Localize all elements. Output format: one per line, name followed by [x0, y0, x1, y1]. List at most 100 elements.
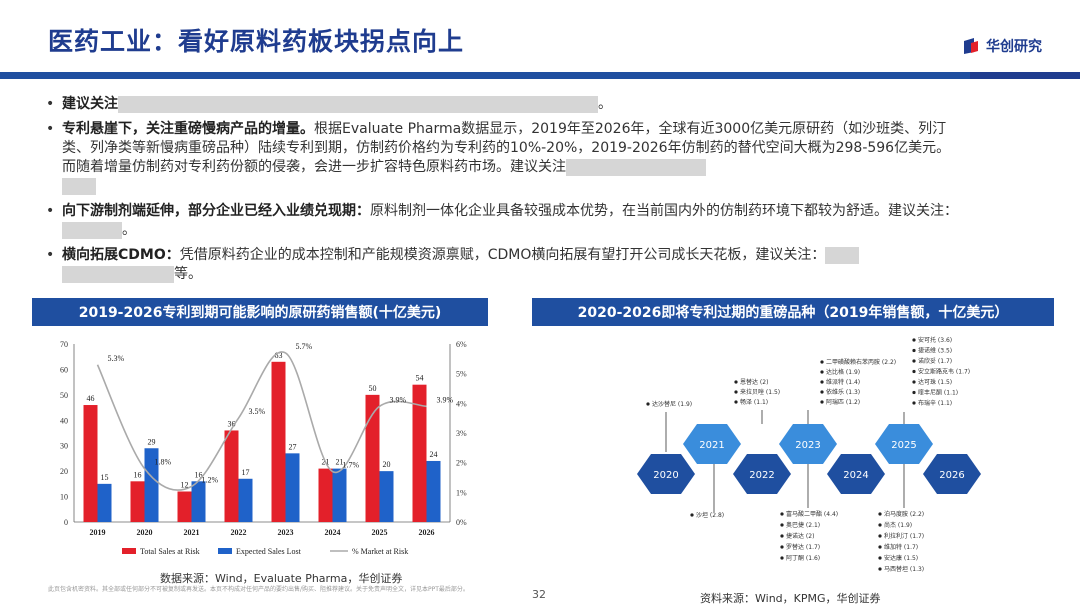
drug-2021: 畅泽 (1.1) [740, 398, 768, 406]
header-divider [0, 72, 1080, 79]
timeline-hex-top [875, 424, 933, 464]
left-source: 数据来源：Wind，Evaluate Pharma，华创证券 [160, 572, 403, 585]
bar-expected-lost [285, 453, 300, 522]
y2-tick-label: 5% [456, 370, 467, 379]
brand-logo: 华创研究 [962, 36, 1042, 56]
right-source: 资料来源：Wind，KPMG，华创证券 [700, 592, 881, 605]
bullet-dot [912, 401, 916, 405]
bullet-dot [912, 348, 916, 353]
legend-label-pct: % Market at Risk [352, 547, 408, 556]
bullet-dot [878, 567, 882, 571]
timeline-year: 2021 [699, 440, 724, 451]
timeline-hex-bottom [733, 454, 791, 494]
timeline-year: 2025 [891, 440, 916, 451]
redacted-block [62, 265, 174, 283]
redacted-block [566, 158, 706, 176]
left-panel-title: 2019-2026专利到期可能影响的原研药销售额(十亿美元) [32, 298, 488, 326]
bullet-dot [912, 369, 916, 374]
y2-tick-label: 1% [456, 488, 467, 497]
pct-label: 3.5% [249, 407, 266, 416]
y2-tick-label: 2% [456, 459, 467, 468]
redacted-block [825, 246, 860, 264]
bar-expected-lost [97, 483, 112, 522]
x-tick-label: 2024 [325, 528, 341, 537]
bullet-dot [820, 360, 824, 364]
y-tick-label: 40 [60, 416, 68, 425]
data-label-lost: 24 [430, 450, 438, 459]
bullet-dot [780, 556, 784, 560]
drug-2025: 安立斯路克韦 (1.7) [918, 368, 970, 376]
y-tick-label: 50 [60, 391, 68, 400]
bullet-dot [734, 400, 738, 404]
drug-2025: 达可珠 (1.5) [918, 378, 952, 386]
bar-total-sales [365, 394, 380, 522]
legend-label-lost: Expected Sales Lost [236, 547, 302, 556]
bullet-dot [912, 359, 916, 363]
patent-expiry-chart: 0 10 20 30 40 50 60 70 0% 1% 2% 3% 4% 5% 6% 46 15 2019 16 2… [60, 340, 467, 556]
pct-label: 5.3% [108, 354, 125, 363]
data-label-lost: 27 [289, 442, 297, 451]
bullet-dot [878, 512, 882, 516]
y-tick-label: 60 [60, 365, 68, 374]
drug-2020: 达沙替尼 (1.9) [652, 400, 692, 408]
bullet-dot [820, 400, 824, 404]
logo-icon [964, 38, 978, 54]
logo-text: 华创研究 [986, 39, 1042, 55]
drug-2023: 维派特 (1.4) [826, 378, 860, 386]
drug-2023: 阿瑞匹 (1.2) [826, 398, 860, 406]
data-label-lost: 20 [383, 460, 391, 469]
pct-label: 1.2% [202, 475, 219, 484]
bar-expected-lost [379, 471, 394, 522]
bar-total-sales [271, 361, 286, 522]
x-tick-label: 2023 [278, 528, 294, 537]
x-tick-label: 2019 [90, 528, 106, 537]
bullet-dot [878, 523, 882, 527]
timeline-hex-bottom [637, 454, 695, 494]
legend-label-total: Total Sales at Risk [140, 547, 200, 556]
y2-tick-label: 0% [456, 518, 467, 527]
drug-2026: 泊马度胺 (2.2) [884, 510, 924, 518]
y-tick-label: 20 [60, 467, 68, 476]
bullet-recommend: 建议关注。 [44, 95, 964, 114]
x-tick-label: 2020 [137, 528, 153, 537]
y-tick-label: 0 [64, 518, 68, 527]
bullet-dot [780, 534, 784, 538]
y2-tick-label: 3% [456, 429, 467, 438]
y2-tick-label: 6% [456, 340, 467, 349]
bullet-dot [780, 545, 784, 549]
bullet-cdmo: 横向拓展CDMO：凭借原料药企业的成本控制和产能规模资源禀赋，CDMO横向拓展有… [44, 246, 964, 284]
drug-2024: 阿丁酮 (1.6) [786, 554, 820, 562]
bullet-dot [912, 380, 916, 384]
drug-2025: 喹丰尼酮 (1.1) [918, 389, 958, 397]
legend-swatch-lost [218, 548, 232, 554]
drug-2024: 富马酸二甲酯 (4.4) [786, 510, 838, 518]
y-tick-label: 70 [60, 340, 68, 349]
bullet-dot [820, 380, 824, 384]
bullet-dot [878, 545, 882, 549]
pct-label: 3.9% [437, 395, 454, 404]
bullet-dot [780, 512, 784, 516]
pct-label: 1.8% [155, 458, 172, 467]
x-tick-label: 2025 [372, 528, 388, 537]
drug-timeline: 2021 2023 2025 2020 2022 2024 2026 达沙替尼 (1.9) 恩替… [637, 336, 981, 573]
drug-2021: 恩替达 (2) [740, 378, 768, 386]
drug-2025: 捷诺维 (3.5) [918, 347, 952, 355]
bar-total-sales [224, 430, 239, 522]
drug-2023: 达比格 (1.9) [826, 368, 860, 376]
bullet-dot [912, 338, 916, 342]
bullet-downstream: 向下游制剂端延伸，部分企业已经入业绩兑现期：原料制剂一体化企业具备较强成本优势，… [44, 202, 964, 240]
data-label-lost: 17 [242, 468, 250, 477]
bullet-dot [820, 370, 824, 374]
drug-2025: 安可托 (3.6) [918, 336, 952, 344]
drug-2026: 马西替坦 (1.3) [884, 565, 924, 573]
timeline-hex-top [779, 424, 837, 464]
bullet-dot [878, 556, 882, 560]
bullet-dot [912, 390, 916, 395]
bullet-dot [820, 390, 824, 394]
drug-2024: 捷诺达 (2) [786, 532, 814, 540]
timeline-hex-bottom [827, 454, 885, 494]
redacted-block [62, 177, 96, 195]
pct-label: 3.9% [390, 395, 407, 404]
timeline-year: 2022 [749, 470, 774, 481]
data-label-lost: 29 [148, 437, 156, 446]
